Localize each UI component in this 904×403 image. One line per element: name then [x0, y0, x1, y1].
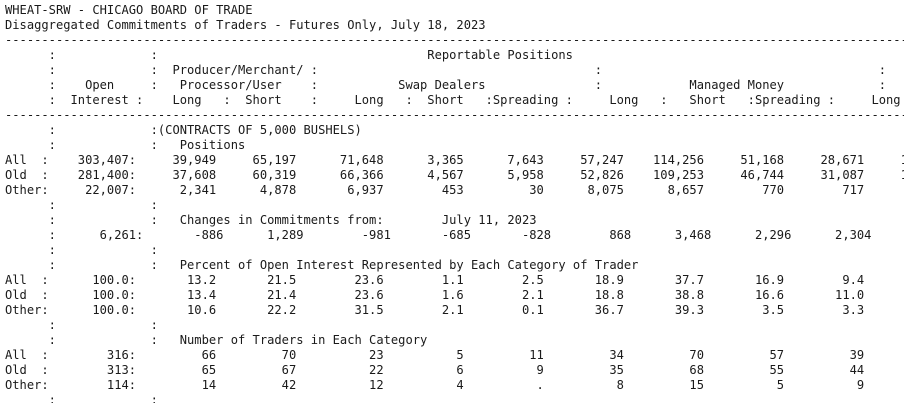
section-title-changes: : : Changes in Commitments from: July 11…: [5, 213, 537, 227]
section-title-positions: : : Positions: [5, 138, 246, 152]
data-row-other: Other: 22,007: 2,341 4,878 6,937 453 30 …: [5, 183, 904, 197]
data-row-other: Other: 100.0: 10.6 22.2 31.5 2.1 0.1 36.…: [5, 303, 904, 317]
header-line: : : Producer/Merchant/ : : :: [5, 63, 887, 77]
report-title: WHEAT-SRW - CHICAGO BOARD OF TRADE: [5, 3, 253, 17]
data-row-all: All : 316: 66 70 23 5 11 34 70 57 39 40: [5, 348, 904, 362]
separator-line: ----------------------------------------…: [5, 33, 904, 47]
header-line: : : Reportable Positions: [5, 48, 573, 62]
data-row-other: Other: 114: 14 42 12 4 . 8 15 5 9 17: [5, 378, 904, 392]
units-line: : :(CONTRACTS OF 5,000 BUSHELS): [5, 123, 362, 137]
data-row-old: Old : 100.0: 13.4 21.4 23.6 1.6 2.1 18.8…: [5, 288, 904, 302]
data-row-old: Old : 281,400: 37,608 60,319 66,366 4,56…: [5, 168, 904, 182]
data-row-old: Old : 313: 65 67 22 6 9 35 68 55 44 38: [5, 363, 904, 377]
spacer-line: : :: [5, 198, 158, 212]
spacer-line: : :: [5, 318, 158, 332]
header-line: : Interest : Long : Short : Long : Short…: [5, 93, 904, 107]
data-row-all: All : 100.0: 13.2 21.5 23.6 1.1 2.5 18.9…: [5, 273, 904, 287]
separator-line: ----------------------------------------…: [5, 108, 904, 122]
report-subtitle: Disaggregated Commitments of Traders - F…: [5, 18, 486, 32]
data-row-all: All : 303,407: 39,949 65,197 71,648 3,36…: [5, 153, 904, 167]
section-title-percent: : : Percent of Open Interest Represented…: [5, 258, 639, 272]
spacer-line: : :: [5, 393, 158, 403]
section-title-traders: : : Number of Traders in Each Category: [5, 333, 428, 347]
spacer-line: : :: [5, 243, 158, 257]
data-row-changes: : 6,261: -886 1,289 -981 -685 -828 868 3…: [5, 228, 904, 242]
header-line: : Open : Processor/User : Swap Dealers :…: [48, 78, 887, 92]
